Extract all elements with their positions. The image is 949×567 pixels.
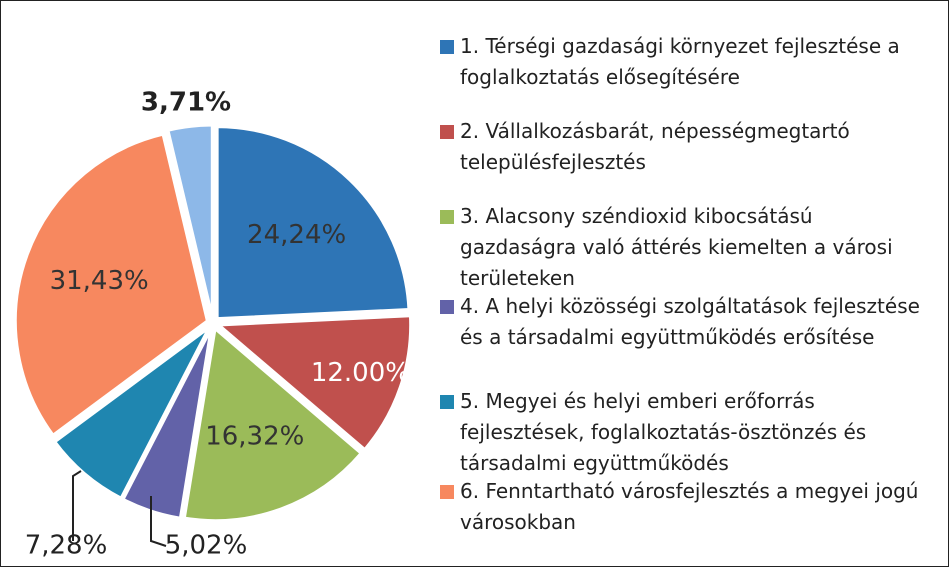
- data-label: 5,02%: [165, 531, 248, 561]
- legend-swatch: [440, 395, 454, 409]
- legend-label: 2. Vállalkozásbarát, népességmegtartó te…: [460, 119, 850, 174]
- legend-label: 5. Megyei és helyi emberi erőforrás fejl…: [460, 389, 867, 475]
- legend-label: 6. Fenntartható városfejlesztés a megyei…: [460, 479, 919, 534]
- data-label: 12.00%: [311, 358, 410, 388]
- legend-item: 4. A helyi közösségi szolgáltatások fejl…: [438, 291, 933, 353]
- pie-slice: [214, 314, 413, 452]
- legend-item: 1. Térségi gazdasági környezet fejleszté…: [438, 31, 933, 93]
- pie-slice: [166, 123, 214, 318]
- legend-swatch: [440, 40, 454, 54]
- pie-slice: [52, 326, 211, 501]
- legend-item: 2. Vállalkozásbarát, népességmegtartó te…: [438, 116, 933, 178]
- legend-label: 1. Térségi gazdasági környezet fejleszté…: [460, 34, 900, 89]
- legend-swatch: [440, 485, 454, 499]
- pie-slice: [13, 132, 210, 438]
- data-label: 31,43%: [50, 266, 149, 296]
- data-label: 7,28%: [25, 531, 108, 561]
- legend-label: 3. Alacsony széndioxid kibocsátású gazda…: [460, 204, 893, 290]
- legend-swatch: [440, 300, 454, 314]
- leader-line: [72, 470, 82, 541]
- legend-item: 3. Alacsony széndioxid kibocsátású gazda…: [438, 201, 933, 294]
- data-label: 24,24%: [247, 220, 346, 250]
- data-label: 16,32%: [205, 421, 304, 451]
- pie-slice: [215, 125, 411, 321]
- legend-swatch: [440, 125, 454, 139]
- data-label: 3,71%: [141, 88, 231, 118]
- legend-item: 6. Fenntartható városfejlesztés a megyei…: [438, 476, 933, 538]
- legend-label: 4. A helyi közösségi szolgáltatások fejl…: [460, 294, 920, 349]
- legend-swatch: [440, 210, 454, 224]
- leader-line: [150, 496, 167, 547]
- pie: 24,24% 12.00% 16,32% 5,02% 7,28% 31,43% 3,71%: [13, 88, 413, 561]
- legend-item: 5. Megyei és helyi emberi erőforrás fejl…: [438, 386, 933, 479]
- pie-slice: [182, 325, 364, 523]
